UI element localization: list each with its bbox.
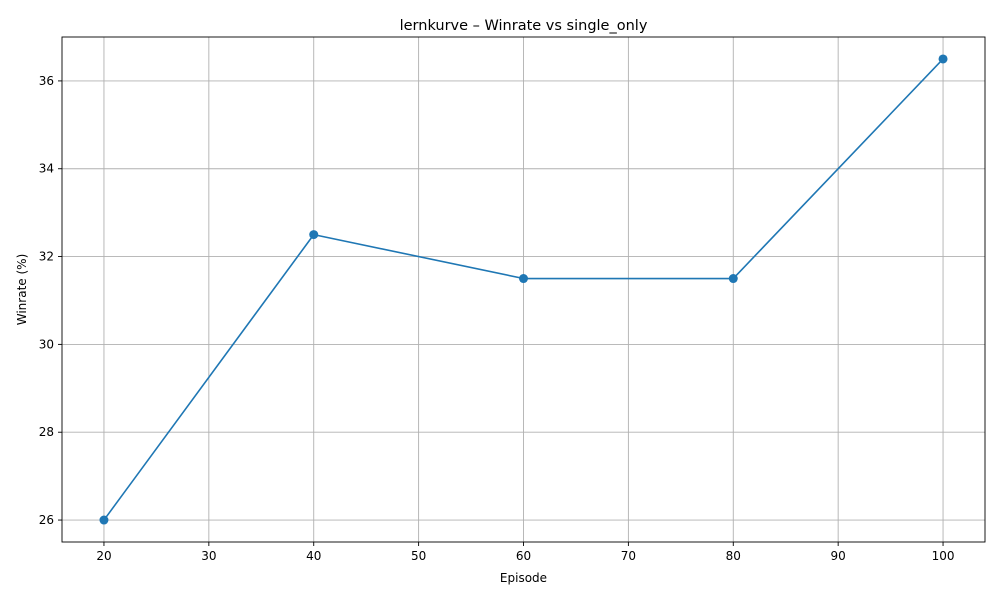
x-tick-label: 100 — [932, 549, 955, 563]
x-tick-label: 70 — [621, 549, 636, 563]
series-layer — [99, 54, 948, 525]
grid — [62, 37, 985, 542]
x-tick-label: 60 — [516, 549, 531, 563]
y-tick-label: 36 — [39, 74, 54, 88]
ticks: 20 30 40 50 60 70 80 90 100 26 28 30 32 34 36 — [39, 74, 955, 563]
x-tick-label: 90 — [831, 549, 846, 563]
data-point — [519, 274, 528, 284]
data-point — [309, 230, 319, 240]
y-tick-label: 26 — [39, 513, 54, 527]
x-tick-label: 40 — [306, 549, 321, 563]
x-tick-label: 80 — [726, 549, 741, 563]
data-point — [728, 274, 738, 284]
y-axis-title: Winrate (%) — [15, 254, 29, 326]
data-point — [99, 515, 109, 525]
x-tick-label: 20 — [96, 549, 111, 563]
y-tick-label: 30 — [39, 337, 54, 351]
x-tick-label: 30 — [201, 549, 216, 563]
chart-title: lernkurve – Winrate vs single_only — [400, 18, 648, 34]
x-tick-label: 50 — [411, 549, 426, 563]
y-tick-label: 34 — [39, 162, 54, 176]
y-tick-label: 28 — [39, 425, 54, 439]
data-point — [938, 54, 948, 64]
x-axis-title: Episode — [500, 571, 547, 585]
y-tick-label: 32 — [39, 250, 54, 264]
